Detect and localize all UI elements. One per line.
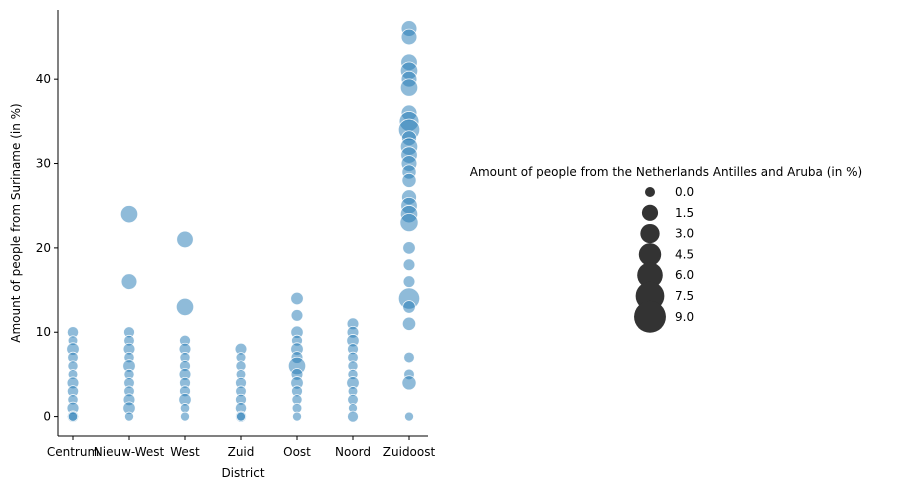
data-point — [176, 230, 194, 249]
data-point — [180, 411, 190, 422]
data-point — [404, 411, 414, 422]
legend-size-label: 4.5 — [675, 247, 694, 261]
data-point — [292, 411, 302, 422]
y-tick-label: 20 — [36, 241, 51, 255]
data-point — [402, 275, 416, 288]
legend-size-marker — [645, 187, 655, 197]
legend-items: 0.0 1.5 3.0 4.5 6.0 7.5 9.0 — [634, 185, 694, 333]
data-point — [67, 411, 79, 422]
data-point — [119, 205, 139, 224]
data-point — [290, 309, 304, 322]
legend-size-label: 1.5 — [675, 206, 694, 220]
data-point — [401, 172, 417, 188]
y-axis-label: Amount of people from Suriname (in %) — [9, 103, 23, 342]
x-tick-label: Zuid — [228, 445, 255, 459]
data-point — [290, 291, 304, 306]
data-point — [236, 411, 246, 422]
legend-size-marker — [640, 223, 660, 244]
x-tick-label: Zuidoost — [383, 445, 436, 459]
legend-title: Amount of people from the Netherlands An… — [470, 165, 862, 179]
x-tick-label: West — [170, 445, 200, 459]
legend-size-label: 9.0 — [675, 310, 694, 324]
data-point — [179, 403, 191, 414]
points-layer — [66, 20, 421, 423]
legend-size-marker — [637, 262, 663, 289]
data-point — [120, 273, 138, 290]
data-point — [400, 28, 418, 46]
legend-size-marker — [641, 204, 659, 221]
x-tick-label: Noord — [335, 445, 371, 459]
data-point — [347, 410, 359, 423]
y-tick-label: 30 — [36, 157, 51, 171]
x-axis-label: District — [221, 466, 264, 480]
x-tick-label: Oost — [283, 445, 311, 459]
x-tick-label: Centrum — [47, 445, 99, 459]
y-tick-label: 0 — [43, 410, 51, 424]
legend-size-label: 6.0 — [675, 268, 694, 282]
legend-size-marker — [638, 243, 662, 266]
data-point — [175, 297, 195, 317]
x-tick-label: Nieuw-West — [94, 445, 165, 459]
size-legend: Amount of people from the Netherlands An… — [470, 165, 862, 333]
data-point — [401, 375, 417, 391]
legend-size-label: 3.0 — [675, 227, 694, 241]
y-axis-ticks: 0 10 20 30 40 — [36, 72, 58, 424]
data-point — [402, 300, 416, 314]
legend-size-label: 7.5 — [675, 289, 694, 303]
legend-size-label: 0.0 — [675, 185, 694, 199]
legend-size-marker — [634, 300, 666, 333]
data-point — [291, 402, 303, 414]
data-point — [124, 411, 134, 422]
data-point — [399, 78, 419, 97]
data-point — [402, 241, 416, 255]
y-tick-label: 10 — [36, 325, 51, 339]
data-point — [403, 351, 415, 364]
data-point — [399, 213, 419, 233]
data-point — [401, 316, 417, 331]
y-tick-label: 40 — [36, 72, 51, 86]
data-point — [402, 258, 416, 272]
